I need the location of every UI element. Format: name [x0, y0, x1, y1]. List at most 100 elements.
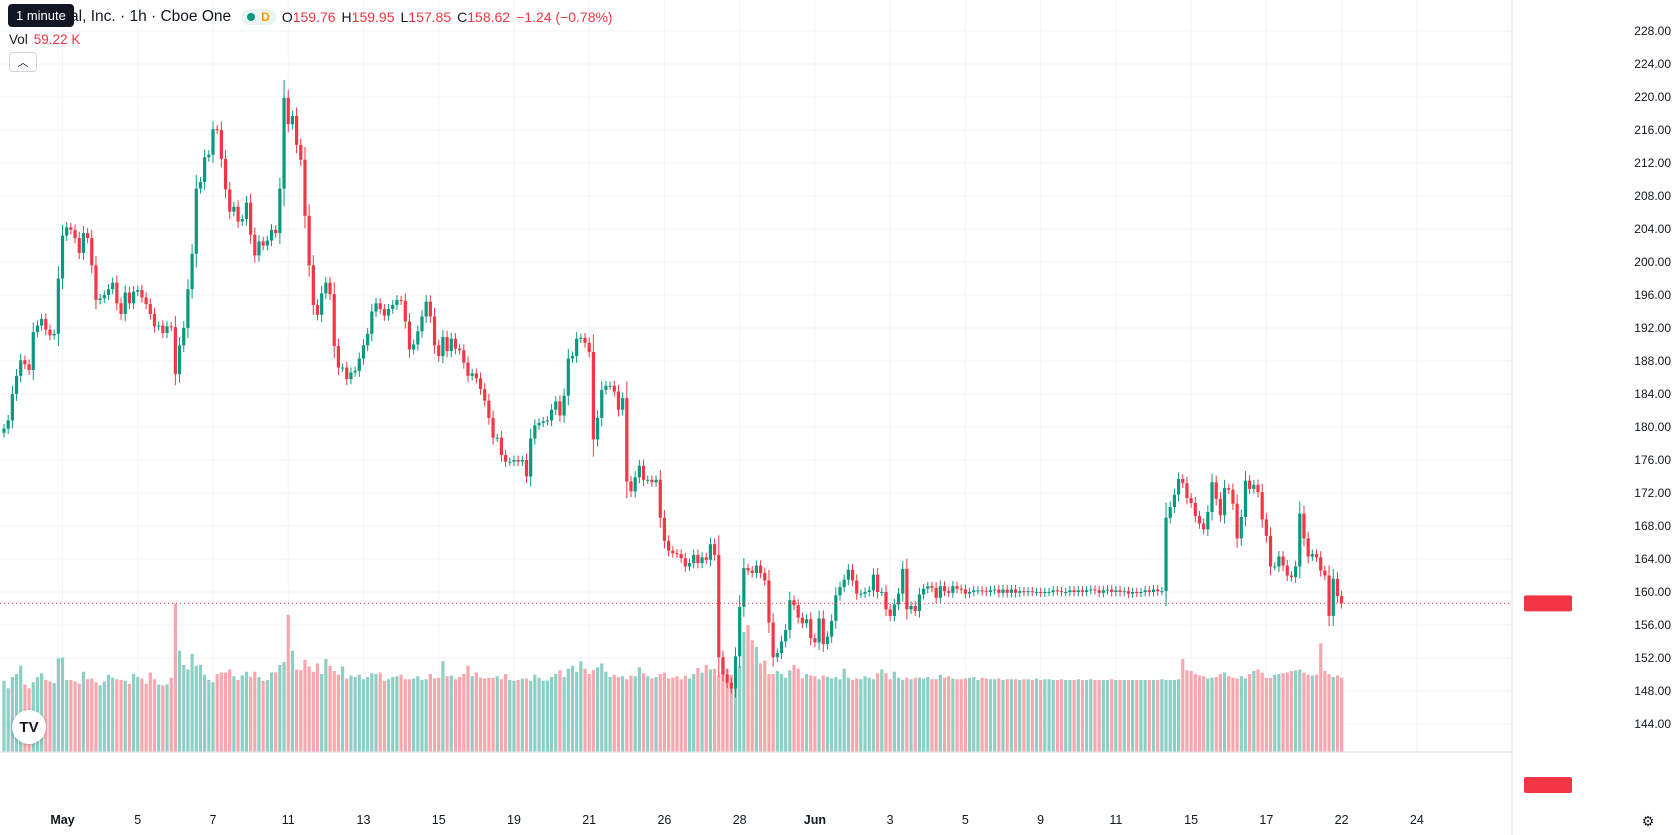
volume-bar	[884, 673, 888, 752]
volume-bar	[466, 665, 470, 752]
collapse-legend-button[interactable]: ︿	[9, 52, 37, 72]
volume-bar	[203, 674, 207, 752]
volume-bar	[366, 677, 370, 752]
volume-bar	[784, 677, 788, 752]
volume-bar	[336, 674, 340, 752]
volume-bar	[917, 677, 922, 752]
volume-bar	[407, 679, 412, 752]
volume-bar	[575, 671, 579, 752]
data-delay-badge: D	[261, 10, 270, 24]
chevron-up-icon: ︿	[17, 57, 29, 69]
candle-body	[94, 265, 98, 300]
candle-body	[901, 568, 905, 594]
volume-bar	[1256, 669, 1260, 752]
volume-bar	[453, 679, 458, 752]
candle-body	[131, 291, 136, 304]
volume-bar	[395, 676, 399, 752]
volume-bar	[1264, 677, 1268, 752]
volume-bar	[993, 679, 997, 752]
candle-body	[144, 297, 148, 305]
volume-bar	[244, 671, 249, 752]
volume-bar	[1059, 679, 1064, 752]
market-status-badge[interactable]: D	[241, 9, 276, 25]
volume-bar	[340, 666, 345, 752]
volume-bar	[905, 677, 909, 752]
candle-body	[458, 348, 462, 351]
volume-bar	[1206, 678, 1210, 752]
volume-bar	[458, 677, 462, 752]
time-axis-label: 11	[282, 813, 295, 827]
candle-body	[441, 337, 445, 357]
candle-body	[1340, 596, 1344, 604]
candle-body	[445, 337, 449, 352]
volume-bar	[637, 667, 641, 752]
candle-body	[629, 481, 633, 492]
candle-body	[988, 590, 993, 592]
volume-bar	[1160, 679, 1164, 752]
candle-body	[792, 600, 796, 606]
volume-bar	[976, 680, 980, 752]
candle-body	[324, 282, 328, 294]
candle-body	[713, 544, 717, 555]
volume-bar	[1139, 680, 1143, 752]
volume-bar	[1005, 679, 1009, 752]
candle-body	[119, 303, 123, 314]
candle-body	[679, 554, 683, 559]
candle-body	[1281, 556, 1285, 566]
candle-body	[374, 303, 378, 312]
volume-bar	[604, 671, 608, 752]
candle-body	[40, 318, 44, 326]
gear-icon[interactable]: ⚙	[1641, 813, 1655, 829]
volume-bar	[278, 665, 282, 752]
candle-body	[658, 479, 662, 518]
candle-body	[512, 460, 516, 462]
volume-bar	[880, 669, 884, 752]
volume-label: Vol	[9, 32, 28, 47]
volume-bar	[1022, 679, 1026, 752]
volume-bar	[1340, 677, 1344, 752]
low-label: L	[400, 9, 409, 25]
volume-bar	[997, 678, 1001, 752]
candle-body	[1101, 590, 1105, 593]
candle-body	[963, 589, 967, 594]
time-axis-label: 19	[507, 813, 521, 827]
candle-body	[399, 299, 403, 301]
candle-body	[616, 391, 621, 410]
volume-bar	[558, 670, 562, 752]
volume-bar	[1197, 675, 1202, 752]
volume-bar	[136, 677, 140, 752]
time-axis-label: Jun	[804, 813, 826, 827]
time-axis-label: 22	[1335, 813, 1349, 827]
candle-body	[524, 460, 529, 477]
volume-bar	[324, 659, 328, 752]
volume-bar	[1055, 680, 1059, 752]
candle-body	[265, 240, 269, 246]
volume-bar	[240, 675, 244, 752]
volume-bar	[1306, 674, 1310, 752]
volume-bar	[349, 675, 353, 752]
candle-body	[1231, 489, 1235, 504]
volume-bar	[855, 678, 859, 752]
candle-body	[1143, 590, 1147, 592]
volume-bar	[579, 661, 583, 752]
candle-body	[474, 373, 478, 379]
volume-bar	[1331, 677, 1335, 752]
candle-body	[106, 289, 111, 295]
volume-bar	[1310, 675, 1314, 752]
candle-body	[345, 367, 349, 380]
volume-bar	[386, 679, 391, 752]
candle-body	[758, 565, 763, 574]
candle-body	[1068, 590, 1072, 592]
volume-bar	[499, 679, 504, 752]
tradingview-logo[interactable]: TV	[12, 710, 46, 744]
candle-body	[533, 425, 537, 439]
candle-body	[641, 465, 646, 480]
candle-body	[148, 304, 152, 314]
candle-body	[56, 278, 60, 334]
candle-body	[825, 636, 830, 644]
volume-bar	[713, 668, 717, 752]
candle-body	[738, 606, 742, 657]
candle-body	[838, 587, 842, 596]
candle-body	[420, 316, 424, 332]
